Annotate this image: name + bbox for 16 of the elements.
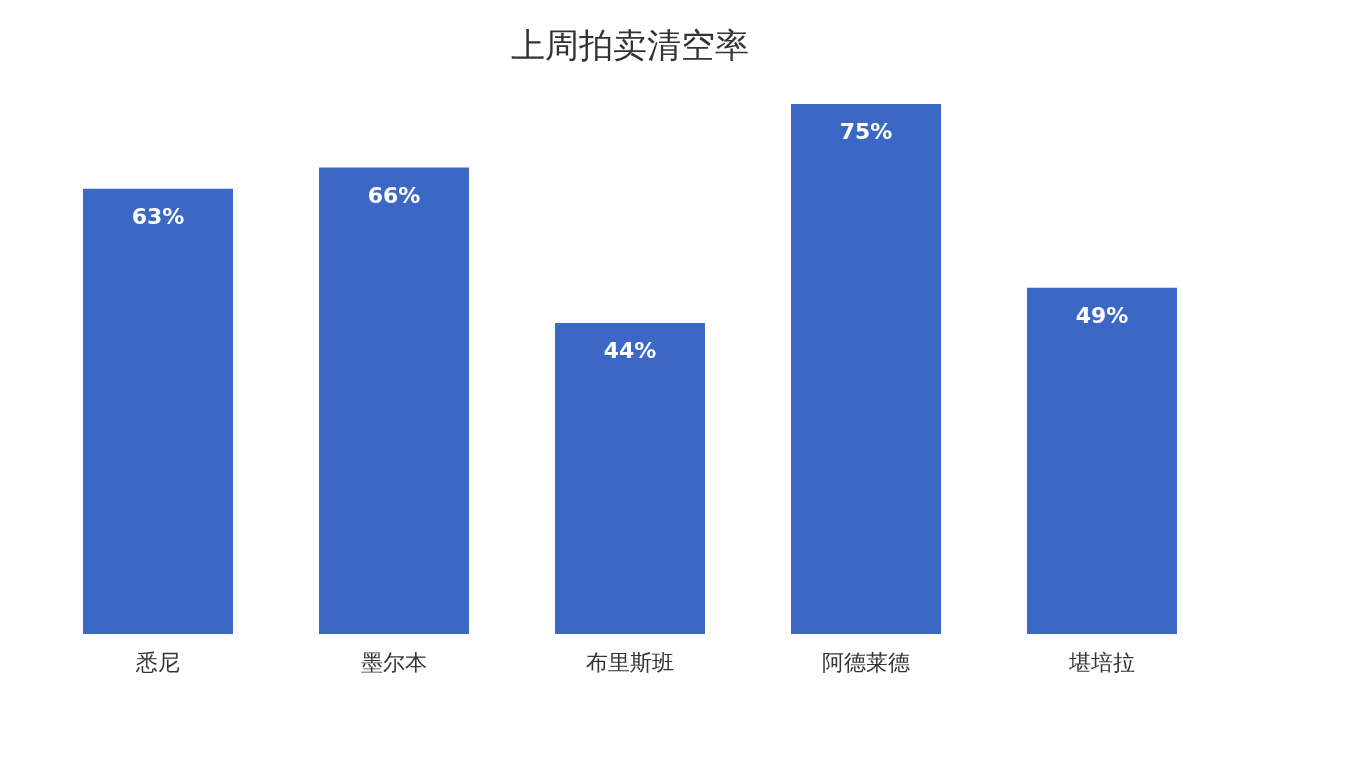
bar [1027, 287, 1177, 634]
data-label: 44% [603, 338, 657, 364]
x-tick-label: 布里斯班 [586, 649, 674, 675]
bar [555, 323, 705, 634]
x-tick-label: 阿德莱德 [822, 649, 910, 675]
data-label: 66% [367, 182, 421, 208]
data-label: 49% [1075, 302, 1129, 328]
bar [791, 104, 941, 634]
chart-title: 上周拍卖清空率 [511, 25, 749, 65]
x-tick-label: 墨尔本 [361, 649, 427, 675]
data-label: 63% [131, 203, 185, 229]
bar [83, 188, 233, 634]
x-tick-label: 堪培拉 [1068, 649, 1135, 675]
data-label: 75% [839, 119, 893, 144]
x-tick-label: 悉尼 [135, 649, 180, 675]
bar [319, 167, 469, 634]
